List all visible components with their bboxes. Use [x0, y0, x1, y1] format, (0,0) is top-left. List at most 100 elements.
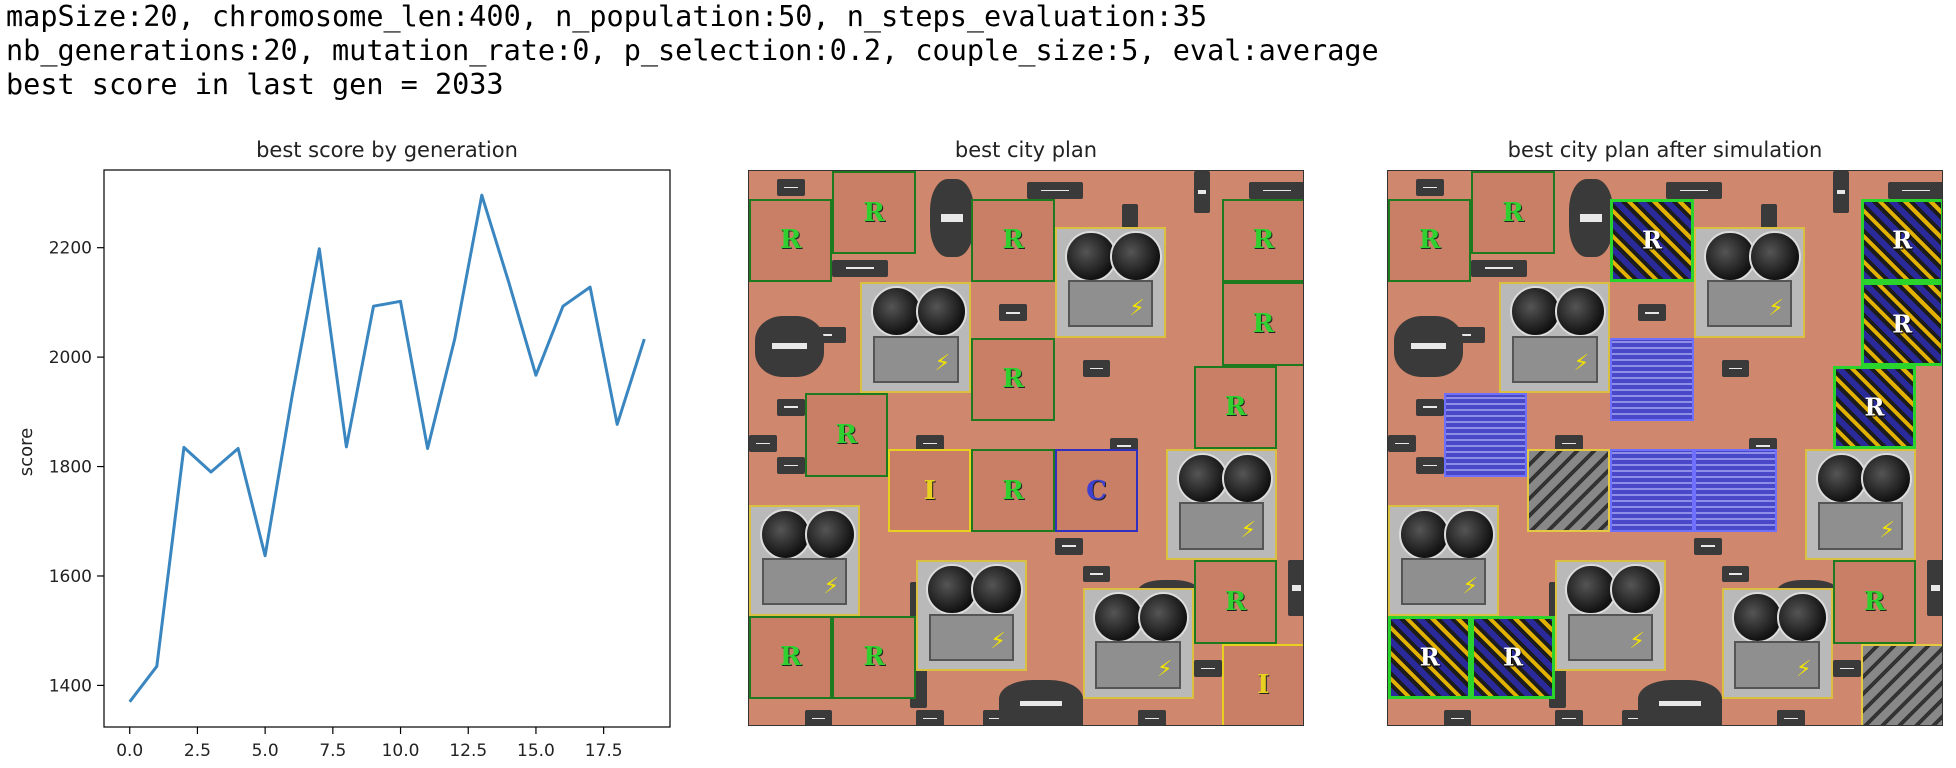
- road-segment: [1638, 304, 1666, 322]
- cooling-tower: [759, 508, 811, 560]
- road-segment: [1388, 435, 1416, 452]
- cooling-tower: [1860, 453, 1912, 505]
- road-segment: [1721, 360, 1750, 377]
- road-segment: [1193, 171, 1211, 213]
- power-plant: ⚡: [1499, 282, 1611, 394]
- zone-letter: R: [1892, 225, 1913, 255]
- plot-frame: [103, 169, 671, 728]
- grown-commercial-block: [1693, 449, 1778, 533]
- road-segment: [999, 304, 1027, 322]
- road-segment: [1471, 259, 1527, 277]
- road-segment: [776, 179, 805, 196]
- x-tick-label: 0.0: [116, 741, 143, 761]
- grown-commercial-block: [1610, 337, 1694, 422]
- road-segment: [1554, 710, 1583, 725]
- road-curve: [999, 679, 1083, 725]
- road-segment: [1721, 565, 1750, 583]
- cooling-tower: [1138, 592, 1190, 644]
- power-building: [1511, 335, 1598, 383]
- road-segment: [1443, 710, 1472, 725]
- grown-residential-block: R: [1388, 615, 1472, 700]
- y-tick-label: 2200: [49, 239, 92, 259]
- power-building: [1817, 502, 1904, 550]
- y-tick-label: 1400: [49, 676, 92, 696]
- residential-zone: R: [971, 198, 1055, 283]
- road-loop: [1568, 179, 1614, 258]
- sim-title: best city plan after simulation: [1507, 138, 1823, 162]
- power-plant: ⚡: [749, 504, 861, 616]
- residential-zone: R: [832, 615, 916, 700]
- road-segment: [1888, 182, 1942, 199]
- cooling-tower: [1749, 230, 1801, 282]
- power-bolt-icon: ⚡: [1796, 657, 1812, 683]
- cooling-tower: [1176, 453, 1228, 505]
- power-building: [1400, 558, 1487, 606]
- cooling-tower: [1221, 453, 1273, 505]
- cooling-tower: [1065, 230, 1117, 282]
- grown-residential-block: R: [1860, 198, 1942, 283]
- power-plant: ⚡: [1054, 226, 1166, 338]
- power-building: [1178, 502, 1265, 550]
- road-segment: [1193, 660, 1222, 677]
- best-city-plan-map: R R R R R R R R R R R R I I C ⚡ ⚡ ⚡ ⚡ ⚡ ⚡: [748, 170, 1304, 726]
- cooling-tower: [1704, 230, 1756, 282]
- zone-letter: R: [1864, 392, 1885, 422]
- power-bolt-icon: ⚡: [934, 351, 951, 377]
- power-plant: ⚡: [915, 560, 1027, 672]
- x-tick-label: 12.5: [449, 741, 487, 761]
- residential-zone: R: [1221, 282, 1303, 366]
- cooling-tower: [1398, 508, 1450, 560]
- grown-residential-block: R: [1471, 615, 1555, 700]
- params-line-1: mapSize:20, chromosome_len:400, n_popula…: [6, 0, 1208, 33]
- zone-letter: R: [1419, 642, 1440, 672]
- power-bolt-icon: ⚡: [990, 629, 1006, 655]
- x-tick-label: 7.5: [319, 741, 346, 761]
- cooling-tower: [1509, 286, 1561, 338]
- grown-industrial-block: [1860, 643, 1942, 725]
- residential-zone: R: [1471, 171, 1555, 255]
- residential-zone: R: [749, 615, 833, 700]
- x-tick-label: 10.0: [382, 741, 420, 761]
- road-segment: [1777, 710, 1805, 725]
- road-segment: [1554, 435, 1583, 452]
- road-segment: [1249, 182, 1303, 199]
- x-tick-label: 17.5: [585, 741, 623, 761]
- power-plant: ⚡: [1082, 588, 1194, 700]
- road-loop: [929, 179, 975, 258]
- power-bolt-icon: ⚡: [1629, 629, 1645, 655]
- residential-zone: R: [971, 337, 1055, 422]
- power-building: [1567, 613, 1654, 661]
- road-segment: [749, 435, 777, 452]
- grown-commercial-block: [1610, 449, 1694, 533]
- power-bolt-icon: ⚡: [1240, 518, 1256, 544]
- cooling-tower: [1777, 592, 1829, 644]
- power-bolt-icon: ⚡: [1157, 657, 1173, 683]
- road-segment: [1082, 360, 1111, 377]
- road-segment: [1415, 179, 1444, 196]
- cooling-tower: [804, 508, 856, 560]
- road-segment: [1415, 457, 1444, 474]
- x-tick-label: 15.0: [517, 741, 555, 761]
- power-plant: ⚡: [1166, 449, 1278, 561]
- x-tick-label: 5.0: [252, 741, 279, 761]
- power-plant: ⚡: [1388, 504, 1500, 616]
- plan-title: best city plan: [954, 138, 1098, 162]
- grown-residential-block: R: [1832, 365, 1917, 449]
- score-line-chart: 0.0 2.5 5.0 7.5 10.0 12.5 15.0 17.5 1400 1600 1800…: [16, 169, 671, 761]
- power-building: [1706, 280, 1793, 328]
- chart-title: best score by generation: [256, 138, 518, 162]
- power-building: [928, 613, 1015, 661]
- road-segment: [1693, 537, 1722, 555]
- power-bolt-icon: ⚡: [1129, 295, 1145, 321]
- cooling-tower: [1554, 286, 1606, 338]
- best-score-series-line: [128, 193, 646, 703]
- grown-residential-block: R: [1860, 282, 1942, 366]
- cooling-tower: [1815, 453, 1867, 505]
- simulated-city-plan-map: R R R R R R R R R ⚡ ⚡ ⚡ ⚡ ⚡ ⚡: [1387, 170, 1943, 726]
- residential-zone: R: [1832, 560, 1917, 644]
- road-segment: [915, 435, 944, 452]
- road-segment: [1288, 560, 1303, 616]
- cooling-tower: [1110, 230, 1162, 282]
- power-plant: ⚡: [1693, 226, 1805, 338]
- power-building: [1734, 641, 1821, 689]
